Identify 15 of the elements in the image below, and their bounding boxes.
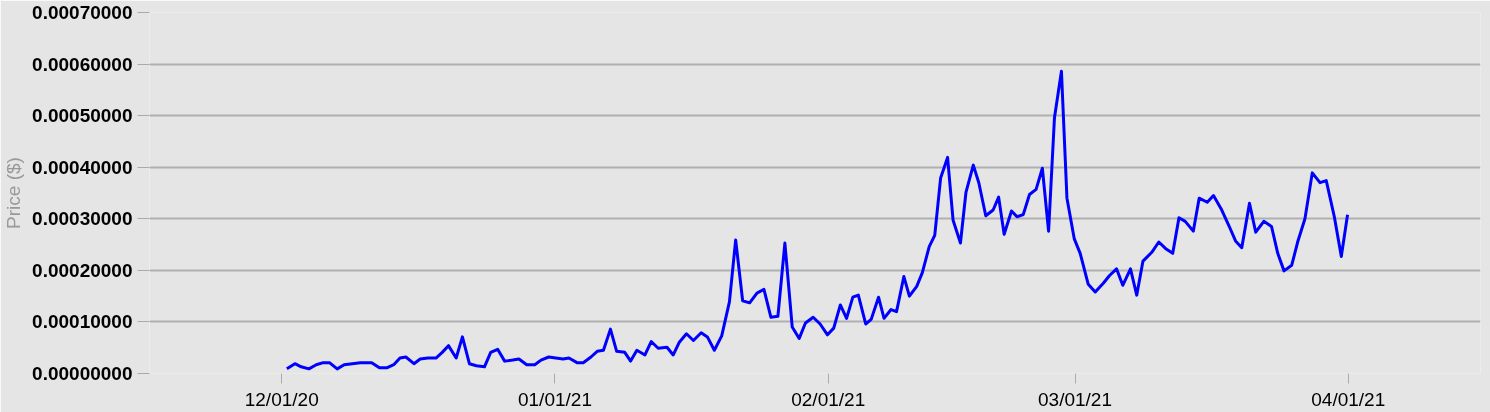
y-tick-label: 0.00030000 xyxy=(32,208,133,230)
y-tick-label: 0.00020000 xyxy=(32,259,133,281)
y-tick-label: 0.00000000 xyxy=(32,363,133,384)
x-tick-label: 03/01/21 xyxy=(1038,388,1113,410)
line-series xyxy=(285,69,1350,371)
x-tick-label: 02/01/21 xyxy=(791,388,866,410)
y-tick-label: 0.00040000 xyxy=(32,156,133,178)
x-tick-label: 04/01/21 xyxy=(1311,388,1386,410)
y-tick-label: 0.00010000 xyxy=(32,311,133,333)
y-axis-title: Price ($) xyxy=(3,157,25,229)
y-tick-label: 0.00060000 xyxy=(32,53,133,75)
x-tick-label: 12/01/20 xyxy=(244,388,319,410)
y-tick-label: 0.00070000 xyxy=(32,2,133,23)
x-tick-label: 01/01/21 xyxy=(517,388,592,410)
y-tick-label: 0.00050000 xyxy=(32,105,133,127)
